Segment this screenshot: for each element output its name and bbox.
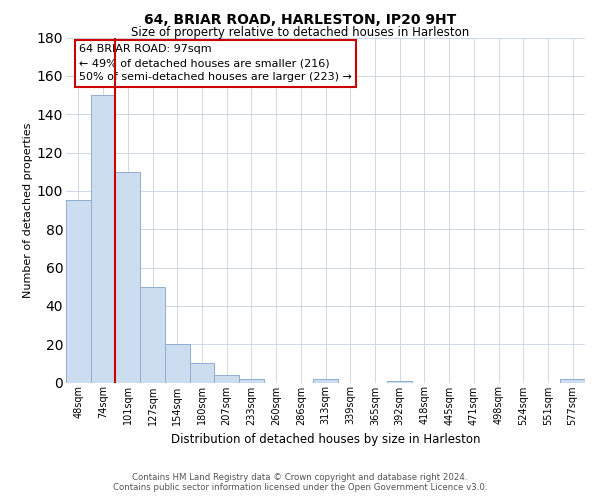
Bar [214,375,239,382]
Text: Size of property relative to detached houses in Harleston: Size of property relative to detached ho… [131,26,469,39]
Text: 64, BRIAR ROAD, HARLESTON, IP20 9HT: 64, BRIAR ROAD, HARLESTON, IP20 9HT [144,12,456,26]
Bar [165,344,190,383]
Bar [190,364,214,382]
Text: 64 BRIAR ROAD: 97sqm
← 49% of detached houses are smaller (216)
50% of semi-deta: 64 BRIAR ROAD: 97sqm ← 49% of detached h… [79,44,352,82]
Bar [140,286,165,382]
Bar [66,200,91,382]
Bar [313,378,338,382]
Y-axis label: Number of detached properties: Number of detached properties [23,122,32,298]
Bar [239,378,264,382]
Bar [387,380,412,382]
Bar [115,172,140,382]
Text: Contains HM Land Registry data © Crown copyright and database right 2024.
Contai: Contains HM Land Registry data © Crown c… [113,473,487,492]
Bar [560,378,585,382]
X-axis label: Distribution of detached houses by size in Harleston: Distribution of detached houses by size … [171,433,480,446]
Bar [91,95,115,382]
